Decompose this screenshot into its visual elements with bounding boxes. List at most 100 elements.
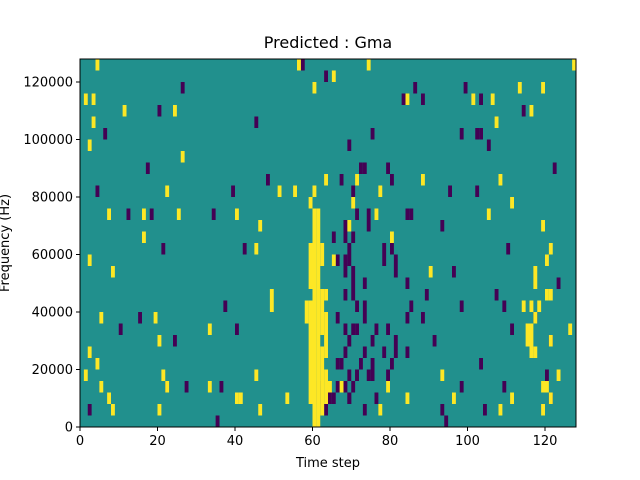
high-cell bbox=[541, 381, 545, 393]
high-cell bbox=[548, 243, 553, 255]
high-cell bbox=[452, 392, 456, 404]
high-cell bbox=[366, 59, 371, 71]
low-cell bbox=[390, 358, 394, 370]
low-cell bbox=[211, 208, 216, 220]
high-cell bbox=[494, 116, 499, 128]
high-cell bbox=[312, 335, 317, 347]
high-cell bbox=[529, 105, 534, 117]
high-cell bbox=[545, 254, 549, 266]
low-cell bbox=[347, 335, 352, 347]
low-cell bbox=[266, 174, 270, 186]
high-cell bbox=[320, 369, 325, 381]
high-cell bbox=[378, 185, 383, 197]
high-cell bbox=[316, 277, 321, 289]
low-cell bbox=[215, 415, 220, 427]
high-cell bbox=[308, 254, 313, 266]
low-cell bbox=[231, 185, 235, 197]
low-cell bbox=[432, 335, 437, 347]
high-cell bbox=[533, 277, 538, 289]
high-cell bbox=[312, 323, 317, 335]
x-axis: 0 20 40 60 80 100 120 bbox=[76, 427, 557, 449]
high-cell bbox=[320, 254, 325, 266]
low-cell bbox=[359, 162, 363, 174]
high-cell bbox=[297, 59, 301, 71]
low-cell bbox=[521, 105, 526, 117]
high-cell bbox=[351, 197, 356, 209]
low-cell bbox=[405, 277, 410, 289]
low-cell bbox=[328, 392, 332, 404]
low-cell bbox=[351, 185, 356, 197]
high-cell bbox=[324, 346, 328, 358]
high-cell bbox=[316, 312, 321, 324]
low-cell bbox=[331, 231, 336, 243]
high-cell bbox=[316, 335, 321, 347]
low-cell bbox=[452, 266, 456, 278]
high-cell bbox=[99, 381, 104, 393]
high-cell bbox=[521, 300, 526, 312]
high-cell bbox=[111, 266, 115, 278]
high-cell bbox=[541, 220, 545, 232]
high-cell bbox=[390, 231, 394, 243]
low-cell bbox=[362, 346, 367, 358]
x-tick-label: 0 bbox=[76, 434, 84, 449]
high-cell bbox=[316, 289, 321, 301]
low-cell bbox=[355, 208, 359, 220]
high-cell bbox=[320, 346, 325, 358]
low-cell bbox=[448, 185, 452, 197]
low-cell bbox=[409, 208, 414, 220]
low-cell bbox=[324, 404, 328, 416]
high-cell bbox=[316, 300, 321, 312]
high-cell bbox=[95, 59, 100, 71]
low-cell bbox=[382, 254, 387, 266]
high-cell bbox=[529, 335, 534, 347]
low-cell bbox=[390, 243, 394, 255]
y-tick-label: 0 bbox=[65, 421, 73, 436]
high-cell bbox=[316, 369, 321, 381]
high-cell bbox=[525, 323, 530, 335]
low-cell bbox=[475, 185, 480, 197]
high-cell bbox=[207, 381, 212, 393]
x-axis-label: Time step bbox=[295, 456, 360, 471]
high-cell bbox=[541, 404, 545, 416]
high-cell bbox=[316, 208, 321, 220]
high-cell bbox=[277, 185, 282, 197]
high-cell bbox=[324, 392, 328, 404]
low-cell bbox=[161, 243, 166, 255]
high-cell bbox=[378, 404, 383, 416]
high-cell bbox=[258, 220, 263, 232]
high-cell bbox=[238, 392, 243, 404]
high-cell bbox=[471, 93, 476, 105]
high-cell bbox=[312, 208, 317, 220]
low-cell bbox=[393, 266, 398, 278]
high-cell bbox=[324, 369, 328, 381]
high-cell bbox=[312, 392, 317, 404]
low-cell bbox=[421, 93, 425, 105]
high-cell bbox=[320, 300, 325, 312]
y-axis-label: Frequency (Hz) bbox=[0, 194, 13, 292]
low-cell bbox=[343, 381, 348, 393]
high-cell bbox=[316, 404, 321, 416]
high-cell bbox=[320, 243, 325, 255]
low-cell bbox=[219, 381, 224, 393]
low-cell bbox=[366, 208, 371, 220]
high-cell bbox=[269, 289, 274, 301]
low-cell bbox=[366, 220, 371, 232]
high-cell bbox=[316, 323, 321, 335]
high-cell bbox=[572, 59, 576, 71]
high-cell bbox=[312, 346, 317, 358]
low-cell bbox=[324, 70, 328, 82]
low-cell bbox=[510, 323, 514, 335]
high-cell bbox=[173, 105, 177, 117]
plot-frame bbox=[79, 58, 577, 428]
high-cell bbox=[87, 139, 92, 151]
high-cell bbox=[529, 323, 534, 335]
high-cell bbox=[312, 266, 317, 278]
high-cell bbox=[312, 82, 317, 94]
high-cell bbox=[510, 392, 514, 404]
low-cell bbox=[440, 220, 445, 232]
high-cell bbox=[107, 392, 111, 404]
x-tick-label: 20 bbox=[149, 434, 166, 449]
low-cell bbox=[552, 162, 557, 174]
low-cell bbox=[483, 404, 487, 416]
low-cell bbox=[347, 139, 352, 151]
